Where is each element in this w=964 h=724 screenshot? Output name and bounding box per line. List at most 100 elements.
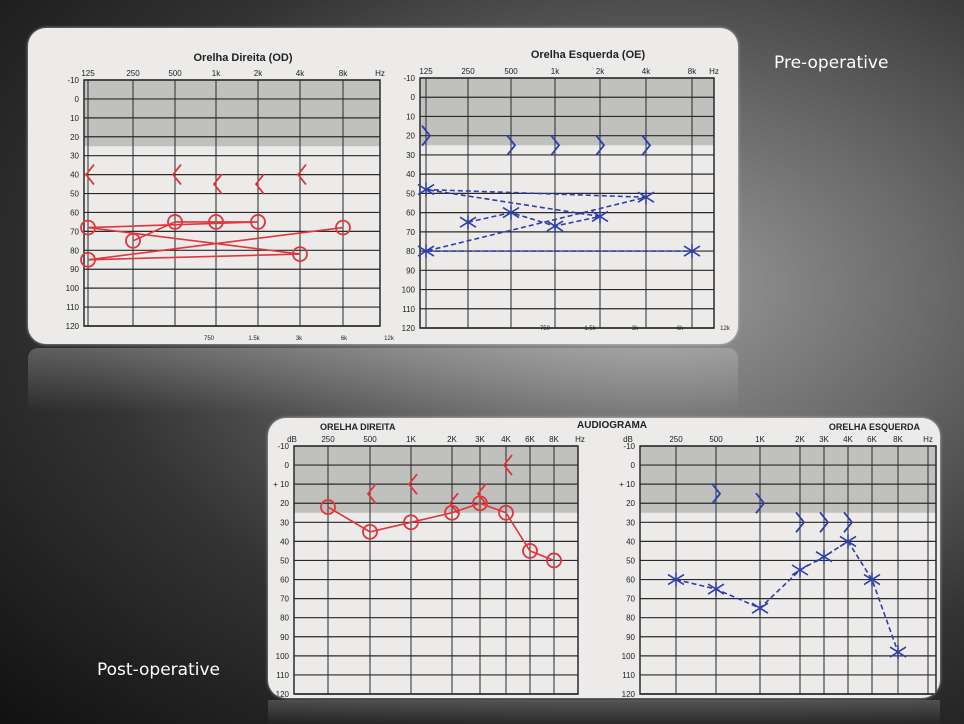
pre-operative-audiogram-panel: -10 0 10 20 30 40 50 60 70 80 90 100 110 120 125 250 500… [28,28,738,344]
y-tick-label: 20 [280,499,289,508]
x-tick-label: 4K [501,435,511,444]
data-point-bracket [254,173,265,195]
y-tick-label: 10 [70,114,79,123]
y-tick-label: 60 [626,576,635,585]
y-tick-label: 30 [70,152,79,161]
data-point-bracket [819,511,830,533]
data-point-x [863,572,881,587]
y-tick-label: -10 [67,76,79,85]
data-point-x [637,190,655,205]
data-point-bracket [755,492,766,514]
y-tick-label: 100 [66,284,80,293]
x-tick-label: 3K [475,435,485,444]
y-tick-label: 60 [406,209,415,218]
y-tick-label: 30 [280,518,289,527]
x-tick-bottom-label: 3k [632,326,639,332]
y-tick-label: 40 [626,537,635,546]
y-tick-label: 120 [622,690,636,698]
y-tick-label: 70 [70,227,79,236]
data-point-circle [80,219,96,236]
post-operative-label: Post-operative [97,660,220,680]
x-tick-label: 250 [461,67,475,76]
normal-range-band [420,78,714,146]
data-point-x [417,182,435,197]
x-tick-label: 500 [168,69,182,78]
post-panel-reflection [268,700,940,724]
x-tick-label: 4K [843,435,853,444]
data-point-bracket [212,173,223,195]
y-tick-label: + 10 [619,480,635,489]
y-tick-label: 110 [276,671,289,680]
data-point-bracket [366,483,377,505]
data-point-bracket [595,134,606,156]
y-tick-label: 20 [626,499,635,508]
grid-frame [83,79,381,327]
normal-range-band [294,446,578,513]
y-tick-label: 110 [66,303,79,312]
grid-frame [293,445,579,695]
grid-frame [419,77,715,329]
data-point-circle [292,246,308,262]
audiogram-chart-0: -10 0 10 20 30 40 50 60 70 80 90 100 110 120 125 250 500… [66,52,395,342]
data-point-x [815,549,833,564]
x-tick-label: 2k [596,67,605,76]
audiograma-header: AUDIOGRAMA [577,420,647,431]
x-tick-label: 500 [363,435,377,444]
x-tick-label: 500 [504,67,518,76]
grid-frame [639,445,937,695]
x-tick-label: 4k [642,67,651,76]
x-tick-label: 1k [551,67,560,76]
y-tick-label: 60 [280,576,289,585]
x-tick-label: 8K [893,435,903,444]
x-tick-label: 2K [795,435,805,444]
data-point-bracket [711,483,722,505]
post-operative-audiogram-panel: -10 0 + 10 20 30 40 50 60 70 80 90 100 110 120 dB 250 50… [268,418,940,698]
y-tick-label: 40 [70,171,79,180]
y-tick-label: 20 [70,133,79,142]
x-tick-bottom-label: 6k [341,336,348,342]
data-point-x [417,244,435,259]
chart-title: Orelha Esquerda (OE) [531,49,646,61]
audiogram-chart-3: -10 0 + 10 20 30 40 50 60 70 80 90 100 110 120 dB 250 50… [577,420,937,698]
y-tick-label: 0 [631,461,636,470]
y-tick-label: 110 [622,671,635,680]
y-tick-label: 120 [276,690,290,698]
data-point-bracket [843,511,854,533]
data-point-circle [125,232,141,249]
x-tick-label: 1K [755,435,765,444]
y-tick-label: 90 [70,265,79,274]
y-tick-label: 70 [626,595,635,604]
audiogram-chart-1: -10 0 10 20 30 40 50 60 70 80 90 100 110 120 125 250 500… [402,49,731,333]
data-point-bracket [448,492,459,514]
data-point-circle [320,499,336,515]
y-tick-label: 80 [406,247,415,256]
data-point-circle [208,214,224,230]
x-tick-label: 4k [296,69,305,78]
data-point-bracket [421,125,432,147]
data-point-bracket [550,134,561,156]
chart-title: Orelha Direita (OD) [193,52,292,64]
data-point-bracket [407,473,418,495]
x-tick-bottom-label: 1.5k [584,326,596,332]
x-tick-label: 8k [339,69,348,78]
y-tick-label: 120 [402,324,416,333]
y-tick-label: 90 [626,633,635,642]
data-point-x [839,534,857,549]
data-point-circle [167,214,183,230]
x-tick-label: 3K [819,435,829,444]
x-tick-label: dB [287,435,297,444]
data-point-bracket [641,134,652,156]
x-tick-label: Hz [923,435,933,444]
data-point-bracket [171,164,182,186]
x-tick-label: 6K [867,435,877,444]
y-tick-label: 110 [402,305,415,314]
y-tick-label: 30 [626,518,635,527]
y-tick-label: 80 [70,246,79,255]
x-tick-label: 250 [321,435,335,444]
x-tick-bottom-label: 750 [540,326,551,332]
y-tick-label: 0 [411,93,416,102]
y-tick-label: 10 [406,112,415,121]
data-point-bracket [476,483,487,505]
y-tick-label: 50 [70,190,79,199]
